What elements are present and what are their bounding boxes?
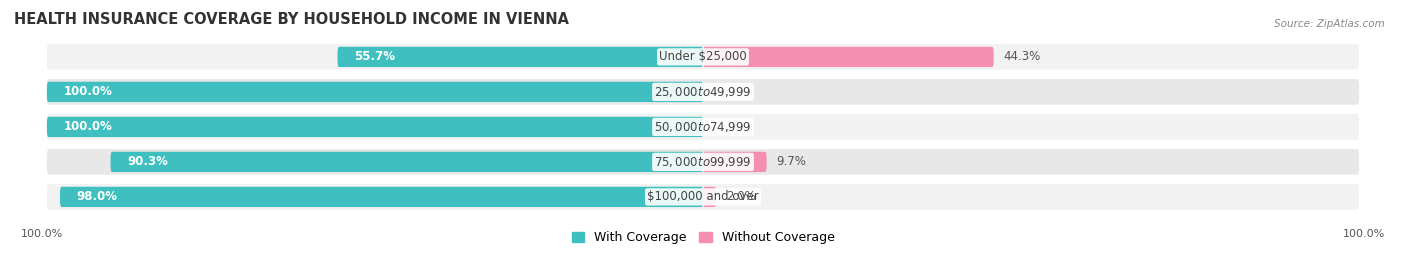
Text: $100,000 and over: $100,000 and over: [647, 190, 759, 203]
FancyBboxPatch shape: [46, 149, 1360, 175]
Text: 100.0%: 100.0%: [63, 120, 112, 133]
Text: 100.0%: 100.0%: [21, 229, 63, 239]
FancyBboxPatch shape: [46, 114, 1360, 140]
Text: Source: ZipAtlas.com: Source: ZipAtlas.com: [1274, 19, 1385, 29]
Legend: With Coverage, Without Coverage: With Coverage, Without Coverage: [567, 226, 839, 249]
FancyBboxPatch shape: [46, 82, 703, 102]
Text: 100.0%: 100.0%: [1343, 229, 1385, 239]
Text: 2.0%: 2.0%: [725, 190, 755, 203]
Text: 90.3%: 90.3%: [127, 156, 167, 168]
FancyBboxPatch shape: [46, 79, 1360, 105]
FancyBboxPatch shape: [703, 47, 994, 67]
FancyBboxPatch shape: [337, 47, 703, 67]
Text: 44.3%: 44.3%: [1004, 50, 1040, 63]
FancyBboxPatch shape: [46, 184, 1360, 210]
FancyBboxPatch shape: [703, 187, 716, 207]
Text: $25,000 to $49,999: $25,000 to $49,999: [654, 85, 752, 99]
FancyBboxPatch shape: [60, 187, 703, 207]
Text: HEALTH INSURANCE COVERAGE BY HOUSEHOLD INCOME IN VIENNA: HEALTH INSURANCE COVERAGE BY HOUSEHOLD I…: [14, 12, 569, 27]
FancyBboxPatch shape: [46, 44, 1360, 70]
Text: $50,000 to $74,999: $50,000 to $74,999: [654, 120, 752, 134]
FancyBboxPatch shape: [703, 152, 766, 172]
FancyBboxPatch shape: [111, 152, 703, 172]
Text: 9.7%: 9.7%: [776, 156, 807, 168]
Text: 98.0%: 98.0%: [76, 190, 117, 203]
FancyBboxPatch shape: [46, 117, 703, 137]
Text: $75,000 to $99,999: $75,000 to $99,999: [654, 155, 752, 169]
Text: 55.7%: 55.7%: [354, 50, 395, 63]
Text: 100.0%: 100.0%: [63, 85, 112, 98]
Text: Under $25,000: Under $25,000: [659, 50, 747, 63]
